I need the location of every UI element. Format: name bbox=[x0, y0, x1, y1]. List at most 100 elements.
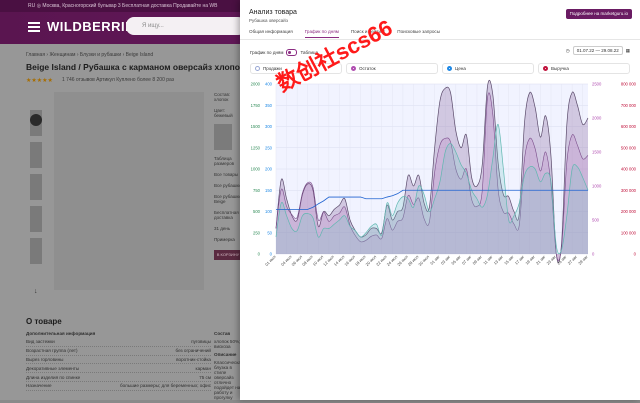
stock-axis-tick: 0 bbox=[592, 252, 595, 257]
spec-row: Вид застежки пуговицы bbox=[26, 338, 211, 347]
x-axis-tick: 30 июл bbox=[417, 254, 430, 267]
x-axis-tick: 27 авг bbox=[567, 254, 579, 266]
tab-daily-chart[interactable]: График по дням bbox=[304, 29, 339, 38]
color-swatch[interactable] bbox=[214, 124, 232, 150]
side-label: 31 день bbox=[214, 226, 231, 231]
side-label: Примерка bbox=[214, 237, 235, 242]
mid-axis-tick: 350 bbox=[265, 103, 273, 108]
x-axis-tick: 09 авг bbox=[471, 254, 483, 266]
search-input[interactable]: Я ищу... bbox=[126, 17, 246, 35]
revenue-axis-tick: 300 000 bbox=[621, 188, 637, 193]
composition-title: Состав bbox=[214, 331, 231, 336]
sales-series-line bbox=[275, 124, 589, 255]
calendar-icon[interactable]: ▦ bbox=[625, 47, 630, 53]
analysis-panel: Анализ товара Рубашка оверсайз Подробнее… bbox=[240, 0, 640, 400]
revenue-axis-tick: 700 000 bbox=[621, 103, 637, 108]
chevron-down-icon[interactable]: ↓ bbox=[34, 288, 38, 295]
spec-row: Длина изделия по спинке 75 см bbox=[26, 373, 211, 382]
product-title: Beige Island / Рубашка с карманом оверса… bbox=[26, 62, 241, 72]
view-toggle-switch[interactable] bbox=[286, 49, 298, 56]
stock-series-line bbox=[275, 92, 589, 261]
about-title: О товаре bbox=[26, 317, 62, 326]
revenue-axis-tick: 0 bbox=[634, 252, 637, 257]
legend-dot bbox=[255, 66, 260, 71]
legend-dot bbox=[447, 66, 452, 71]
composition-value: хлопок 50%; вискоза bbox=[214, 339, 241, 349]
legend-sales[interactable]: Продажи bbox=[250, 63, 342, 74]
panel-title: Анализ товара bbox=[249, 9, 297, 16]
stock-axis-tick: 2500 bbox=[592, 82, 602, 87]
date-range-picker[interactable]: ◷ 01.07.22 — 29.08.22 ▦ bbox=[566, 46, 630, 55]
left-axis-tick: 250 bbox=[253, 230, 261, 235]
legend-dot bbox=[543, 66, 548, 71]
side-label[interactable]: Все товары bbox=[214, 172, 239, 177]
revenue-axis-tick: 500 000 bbox=[621, 145, 637, 150]
side-label: Цвет: бежевый bbox=[214, 108, 233, 118]
legend-stock[interactable]: Остаток bbox=[346, 63, 438, 74]
x-axis-tick: 17 авг bbox=[514, 254, 526, 266]
composition-block: Состав хлопок 50%; вискоза Описание Клас… bbox=[214, 331, 244, 403]
revenue-axis-tick: 200 000 bbox=[621, 209, 637, 214]
left-axis-tick: 750 bbox=[253, 188, 261, 193]
mid-axis-tick: 300 bbox=[265, 124, 273, 129]
wb-logo[interactable]: WILDBERRIES bbox=[47, 19, 144, 34]
product-meta: 1 746 отзывов Артикул Куплено более 8 20… bbox=[62, 77, 175, 83]
date-range-input[interactable]: 01.07.22 — 29.08.22 bbox=[572, 46, 623, 55]
x-axis-tick: 11 авг bbox=[482, 254, 494, 266]
specs-title: Дополнительная информация bbox=[26, 331, 96, 336]
daily-label: График по дням bbox=[250, 50, 284, 55]
rating-stars: ★★★★★ bbox=[26, 78, 53, 84]
spec-row: Назначение большие размеры; для беременны… bbox=[26, 382, 211, 391]
divider bbox=[240, 39, 640, 40]
details-button[interactable]: Подробнее на marketguru.io bbox=[565, 9, 632, 19]
stock-axis-tick: 1500 bbox=[592, 150, 602, 155]
menu-icon[interactable] bbox=[28, 20, 40, 32]
mid-axis-tick: 100 bbox=[265, 209, 273, 214]
stock-axis-tick: 1000 bbox=[592, 184, 602, 189]
play-icon[interactable] bbox=[30, 114, 42, 126]
breadcrumb[interactable]: Главная › Женщинам › Блузки и рубашки › … bbox=[26, 52, 154, 58]
mid-axis-tick: 150 bbox=[265, 188, 273, 193]
panel-subtitle: Рубашка оверсайз bbox=[249, 18, 288, 23]
left-axis-tick: 2000 bbox=[251, 82, 261, 87]
side-label[interactable]: Все рубашки Beige bbox=[214, 194, 241, 204]
thumbnail-strip[interactable] bbox=[30, 110, 44, 270]
x-axis-tick: 01 июл bbox=[264, 254, 277, 267]
x-axis-tick: 19 авг bbox=[524, 254, 536, 266]
product-image bbox=[54, 92, 204, 290]
left-axis-tick: 500 bbox=[253, 209, 261, 214]
sales-series-area bbox=[276, 124, 588, 255]
x-axis-tick: 07 авг bbox=[461, 254, 473, 266]
legend-price[interactable]: Цена bbox=[442, 63, 534, 74]
panel-tabs: Общая информация График по дням Поиск и … bbox=[249, 29, 440, 38]
description-title: Описание bbox=[214, 352, 237, 357]
revenue-series-area bbox=[276, 80, 588, 263]
size-table-link[interactable]: Таблица размеров bbox=[214, 156, 235, 166]
mid-axis-tick: 50 bbox=[267, 230, 272, 235]
legend-revenue[interactable]: Выручка bbox=[538, 63, 630, 74]
add-to-cart-button[interactable]: В КОРЗИНУ bbox=[214, 250, 242, 260]
mid-axis-tick: 250 bbox=[265, 145, 273, 150]
x-axis-tick: 21 авг bbox=[535, 254, 547, 266]
left-axis-tick: 1750 bbox=[251, 103, 261, 108]
x-axis-tick: 13 авг bbox=[493, 254, 505, 266]
spec-row: Вырез горловины воротник-стойка bbox=[26, 356, 211, 365]
chart-legend: Продажи Остаток Цена Выручка bbox=[250, 63, 630, 74]
mid-axis-tick: 200 bbox=[265, 167, 273, 172]
specs-table: Дополнительная информация Вид застежки пу… bbox=[26, 331, 211, 391]
mid-axis-tick: 0 bbox=[270, 252, 273, 257]
tab-search-rating[interactable]: Поиск и рейтинг bbox=[350, 29, 386, 34]
left-axis-tick: 1250 bbox=[251, 145, 261, 150]
tab-general[interactable]: Общая информация bbox=[249, 29, 293, 34]
left-axis-tick: 1500 bbox=[251, 124, 261, 129]
revenue-axis-tick: 100 000 bbox=[621, 230, 637, 235]
stock-axis-tick: 500 bbox=[592, 218, 600, 223]
x-axis-tick: 01 авг bbox=[429, 254, 441, 266]
side-label: Состав: хлопок bbox=[214, 92, 231, 102]
daily-chart[interactable]: 0250500750100012501500175020000501001502… bbox=[240, 78, 640, 278]
revenue-series-line bbox=[275, 79, 589, 264]
stock-series-area bbox=[276, 92, 588, 261]
side-label[interactable]: Все рубашки bbox=[214, 183, 241, 188]
tab-search-queries[interactable]: Поисковые запросы bbox=[397, 29, 441, 34]
spec-row: Декоративные элементы карман bbox=[26, 364, 211, 374]
